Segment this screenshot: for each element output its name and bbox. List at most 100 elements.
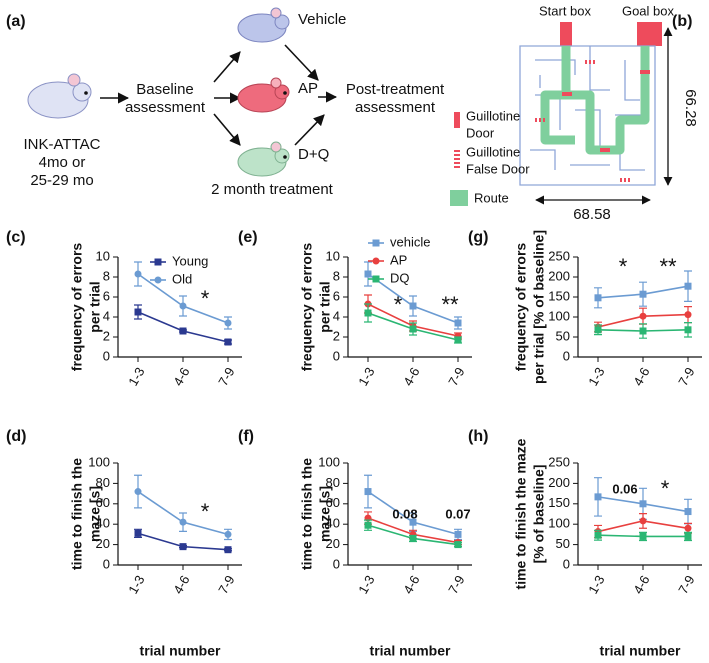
y-tick-label: 50 [556, 536, 570, 551]
baseline-text: Baseline [136, 81, 194, 98]
y-tick-label: 200 [548, 475, 570, 490]
legend-text: Route [474, 190, 509, 205]
group-text: D+Q [298, 146, 329, 163]
point [224, 530, 232, 538]
panel-label: (f) [238, 428, 254, 445]
panel-label: (a) [6, 13, 26, 30]
point [639, 290, 647, 298]
source-text: INK-ATTAC [24, 136, 101, 153]
annotation: ** [441, 292, 459, 317]
point [594, 531, 602, 539]
source-text: 25-29 mo [30, 172, 93, 189]
legend-swatch [450, 190, 468, 206]
y-tick-label: 2 [333, 328, 340, 343]
point [154, 258, 162, 266]
y-axis-label: frequency of errors [513, 243, 529, 372]
x-axis-label: trial number [140, 643, 221, 659]
panel-label: (c) [6, 229, 26, 246]
point [454, 541, 462, 549]
point [364, 309, 372, 317]
y-tick-label: 60 [326, 495, 340, 510]
point [179, 302, 187, 310]
y-axis-label: maze [s] [87, 486, 103, 542]
y-tick-label: 2 [103, 328, 110, 343]
y-tick-label: 4 [333, 308, 340, 323]
mouse [237, 7, 290, 43]
point [409, 534, 417, 542]
y-tick-label: 8 [333, 268, 340, 283]
point [409, 518, 417, 526]
x-tick-label: 4-6 [630, 365, 652, 389]
point [364, 488, 372, 496]
annotation: ** [659, 254, 677, 279]
point [684, 532, 692, 540]
annotation: * [661, 476, 670, 501]
baseline-text: assessment [125, 99, 206, 116]
y-tick-label: 6 [103, 288, 110, 303]
y-tick-label: 150 [548, 288, 570, 303]
post-text: assessment [355, 99, 436, 116]
y-tick-label: 0 [333, 348, 340, 363]
y-tick-label: 50 [556, 328, 570, 343]
point [224, 338, 232, 346]
y-tick-label: 150 [548, 495, 570, 510]
y-axis-label: [% of baseline] [531, 465, 547, 564]
point [154, 276, 162, 284]
source-text: 4mo or [39, 154, 86, 171]
legend-text: Young [172, 253, 208, 268]
y-axis-label: per trial [317, 281, 333, 332]
y-tick-label: 40 [96, 516, 110, 531]
point [364, 270, 372, 278]
panel-label: (d) [6, 428, 26, 445]
annotation: 0.06 [612, 481, 637, 496]
y-tick-label: 20 [326, 536, 340, 551]
panel-label: (e) [238, 229, 258, 246]
legend-text: False Door [466, 161, 530, 176]
x-tick-label: 7-9 [675, 365, 697, 389]
y-tick-label: 60 [96, 495, 110, 510]
y-tick-label: 0 [333, 556, 340, 571]
point [594, 294, 602, 302]
point [594, 493, 602, 501]
panel-label: (b) [672, 13, 692, 30]
point [224, 546, 232, 554]
point [134, 308, 142, 316]
x-tick-label: 7-9 [445, 573, 467, 597]
y-tick-label: 100 [88, 454, 110, 469]
y-tick-label: 0 [563, 556, 570, 571]
point [684, 326, 692, 334]
arrow [213, 113, 241, 146]
annotation: 0.07 [445, 506, 470, 521]
arrow [284, 44, 319, 81]
point [639, 327, 647, 335]
annotation: 0.08 [392, 506, 417, 521]
point [454, 530, 462, 538]
x-tick-label: 4-6 [400, 365, 422, 389]
y-axis-label: time to finish the [299, 458, 315, 570]
point [224, 319, 232, 327]
point [639, 312, 647, 320]
height-label: 66.28 [682, 89, 699, 127]
point [684, 508, 692, 516]
width-label: 68.58 [573, 206, 611, 223]
point [372, 275, 380, 283]
maze [519, 22, 662, 186]
point [409, 325, 417, 333]
y-tick-label: 250 [548, 248, 570, 263]
y-tick-label: 250 [548, 454, 570, 469]
legend-text: AP [390, 252, 407, 267]
x-tick-label: 1-3 [125, 365, 147, 389]
x-axis-label: trial number [370, 643, 451, 659]
point [179, 543, 187, 551]
y-axis-label: frequency of errors [299, 243, 315, 372]
y-tick-label: 40 [326, 516, 340, 531]
y-tick-label: 10 [326, 248, 340, 263]
x-tick-label: 1-3 [355, 365, 377, 389]
start-label: Start box [539, 3, 592, 18]
legend-text: Guillotine [466, 144, 520, 159]
x-tick-label: 4-6 [400, 573, 422, 597]
legend-text: Guillotine [466, 108, 520, 123]
legend-text: DQ [390, 270, 410, 285]
y-tick-label: 80 [96, 475, 110, 490]
point [639, 532, 647, 540]
